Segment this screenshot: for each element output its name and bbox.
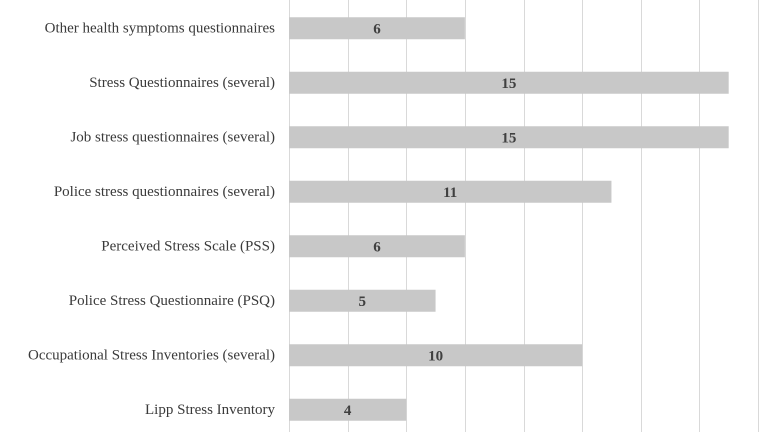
bar-5 [289, 289, 436, 312]
category-label-2: Job stress questionnaires (several) [70, 129, 275, 145]
category-label-6: Occupational Stress Inventories (several… [28, 347, 275, 363]
value-label-6: 10 [428, 348, 443, 364]
bar-6 [289, 344, 583, 367]
category-label-0: Other health symptoms questionnaires [45, 20, 276, 36]
gridlines [289, 0, 759, 432]
bars [289, 17, 729, 421]
value-label-5: 5 [359, 294, 367, 310]
value-labels: 6 15 15 11 6 5 10 4 [344, 21, 516, 419]
category-label-5: Police Stress Questionnaire (PSQ) [69, 293, 275, 309]
bar-7 [289, 398, 407, 421]
value-label-0: 6 [373, 21, 381, 37]
bar-1 [289, 71, 729, 94]
category-label-3: Police stress questionnaires (several) [54, 184, 275, 200]
bar-4 [289, 235, 465, 258]
category-label-1: Stress Questionnaires (several) [89, 75, 275, 91]
value-label-3: 11 [443, 185, 457, 201]
value-label-1: 15 [501, 76, 516, 92]
value-label-4: 6 [373, 239, 381, 255]
bar-3 [289, 180, 612, 203]
category-labels: Other health symptoms questionnaires Stre… [28, 20, 275, 418]
value-label-2: 15 [501, 130, 516, 146]
bar-0 [289, 17, 465, 40]
category-label-4: Perceived Stress Scale (PSS) [101, 238, 275, 254]
category-label-7: Lipp Stress Inventory [145, 402, 275, 418]
bar-2 [289, 126, 729, 149]
value-label-7: 4 [344, 403, 352, 419]
